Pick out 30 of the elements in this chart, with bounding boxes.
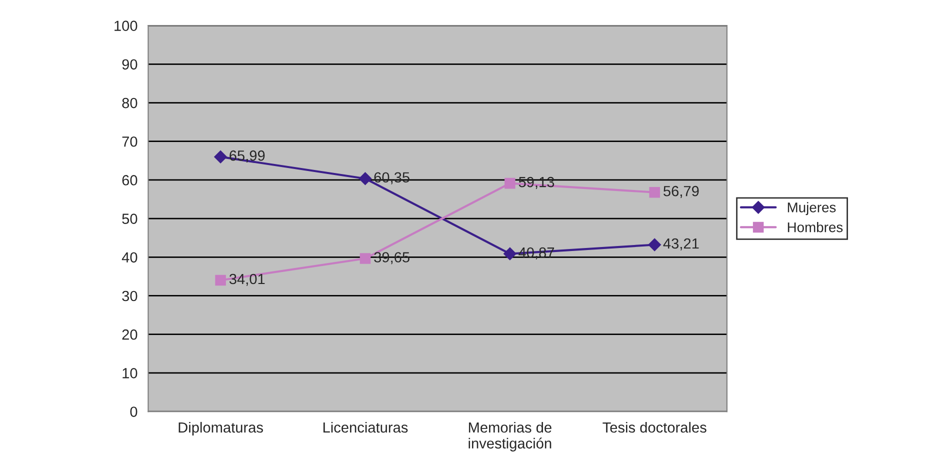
x-tick-label: Memorias de investigación <box>468 422 552 452</box>
y-tick-label: 60 <box>122 175 138 186</box>
point <box>649 186 660 198</box>
point <box>504 178 516 189</box>
point <box>504 247 516 260</box>
point <box>648 238 662 252</box>
x-tick-label: Tesis doctorales <box>602 422 706 433</box>
data-label: 56,79 <box>664 186 699 198</box>
data-label: 59,13 <box>518 176 554 189</box>
y-tick-label: 50 <box>122 214 138 224</box>
y-tick-label: 70 <box>122 136 138 147</box>
y-tick-label: 10 <box>122 368 138 378</box>
x-tick-label: Diplomaturas <box>178 422 263 436</box>
point <box>360 253 371 264</box>
legend-label: Mujeres <box>788 202 836 216</box>
y-tick-label: 30 <box>122 290 138 302</box>
data-label: 65,99 <box>230 150 265 162</box>
y-tick-label: 90 <box>122 59 138 70</box>
data-label: 43,21 <box>663 238 699 250</box>
point <box>358 172 372 186</box>
y-tick-label: 40 <box>122 252 138 263</box>
point <box>214 150 227 164</box>
x-tick-label: Licenciaturas <box>323 422 408 433</box>
legend-label: Hombres <box>788 222 843 232</box>
y-tick-label: 100 <box>114 20 138 32</box>
y-tick-label: 0 <box>130 406 138 417</box>
data-label: 34,01 <box>229 274 265 286</box>
point <box>215 274 226 286</box>
y-tick-label: 80 <box>122 98 138 108</box>
y-tick-label: 20 <box>122 329 138 340</box>
